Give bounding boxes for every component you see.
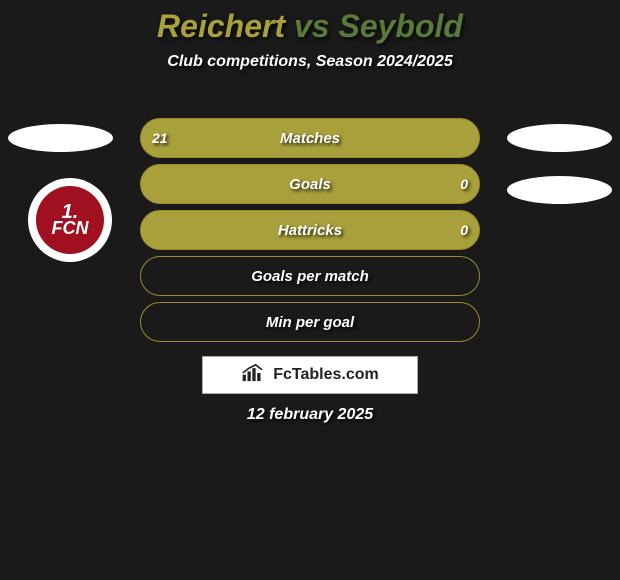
stat-label: Min per goal [140, 302, 480, 342]
stat-bar-hattricks: 0Hattricks [140, 210, 480, 250]
club-badge-line2: FCN [52, 221, 89, 236]
stat-label: Goals per match [140, 256, 480, 296]
brand-text: FcTables.com [273, 366, 379, 384]
brand-prefix: Fc [273, 366, 292, 383]
player1-name: Reichert [157, 8, 285, 44]
page-title: Reichert vs Seybold [0, 0, 620, 45]
stat-label: Goals [140, 164, 480, 204]
player2-name: Seybold [338, 8, 462, 44]
stat-bar-mpg: Min per goal [140, 302, 480, 342]
stat-bar-matches: 21Matches [140, 118, 480, 158]
stat-label: Matches [140, 118, 480, 158]
stat-label: Hattricks [140, 210, 480, 250]
club-badge-inner: 1. FCN [36, 186, 104, 254]
right-player-oval-1 [507, 124, 612, 152]
bar-chart-icon [241, 363, 267, 388]
club-badge: 1. FCN [28, 178, 112, 262]
left-player-oval [8, 124, 113, 152]
stat-bar-gpm: Goals per match [140, 256, 480, 296]
vs-word: vs [294, 8, 338, 44]
date-text: 12 february 2025 [0, 406, 620, 424]
stat-bar-goals: 0Goals [140, 164, 480, 204]
brand-suffix: Tables.com [292, 366, 379, 383]
stat-bars: 21Matches 0Goals 0Hattricks Goals per match… [140, 118, 480, 348]
brand-box: FcTables.com [202, 356, 418, 394]
right-player-oval-2 [507, 176, 612, 204]
subtitle: Club competitions, Season 2024/2025 [0, 53, 620, 71]
